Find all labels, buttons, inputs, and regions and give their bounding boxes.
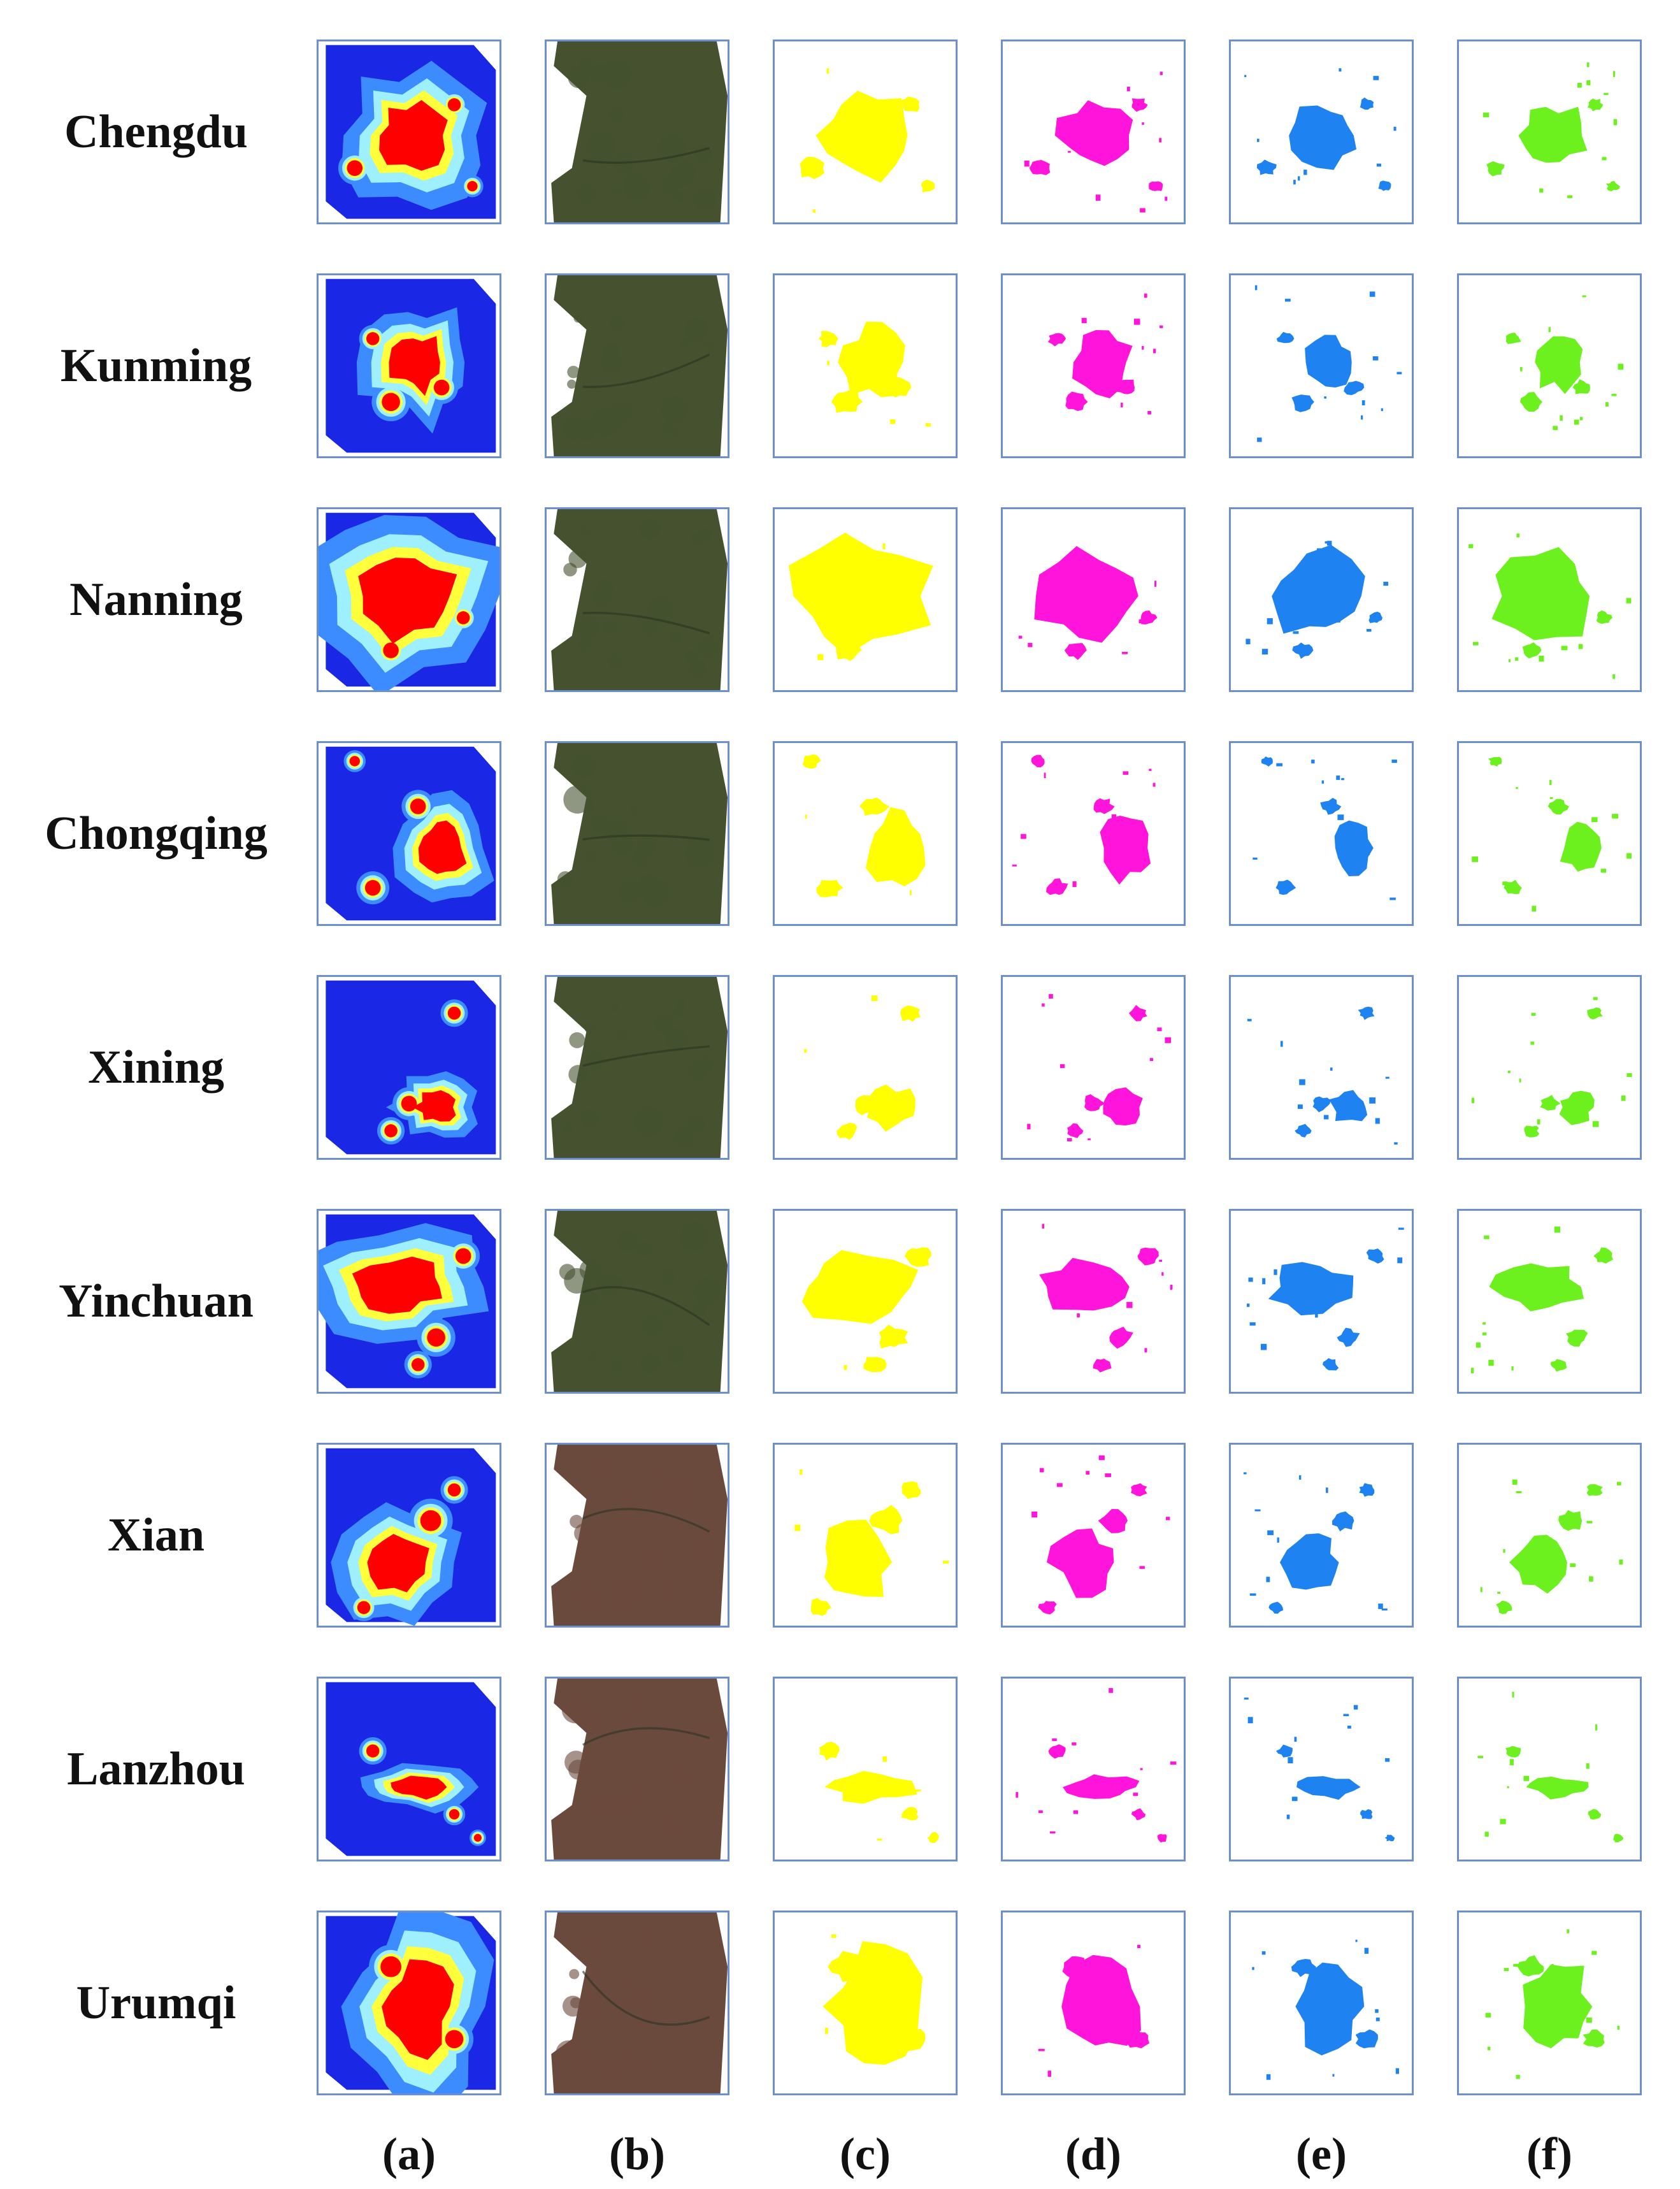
panel-a-chengdu — [317, 40, 501, 224]
panel-f-lanzhou — [1457, 1677, 1642, 1861]
panel-c-kunming — [773, 273, 958, 458]
city-label-yinchuan: Yinchuan — [59, 1275, 254, 1327]
panel-d-xian — [1001, 1443, 1186, 1628]
panel-b-yinchuan — [545, 1209, 729, 1394]
panel-e-xian — [1229, 1443, 1414, 1628]
column-label-5: (f) — [1526, 2128, 1572, 2179]
panel-b-xian — [545, 1443, 729, 1628]
column-label-0: (a) — [382, 2128, 436, 2179]
panel-b-urumqi — [545, 1911, 729, 2095]
panel-a-kunming — [317, 273, 501, 458]
panel-f-xian — [1457, 1443, 1642, 1628]
panel-a-nanning — [317, 507, 501, 692]
panel-c-xining — [773, 975, 958, 1160]
panel-d-urumqi — [1001, 1911, 1186, 2095]
panel-c-chongqing — [773, 741, 958, 926]
panel-d-nanning — [1001, 507, 1186, 692]
panel-b-xining — [545, 975, 729, 1160]
city-label-chongqing: Chongqing — [45, 807, 268, 860]
panel-a-xian — [317, 1443, 501, 1628]
panel-e-chengdu — [1229, 40, 1414, 224]
panel-f-nanning — [1457, 507, 1642, 692]
panel-e-urumqi — [1229, 1911, 1414, 2095]
panel-e-kunming — [1229, 273, 1414, 458]
panel-d-yinchuan — [1001, 1209, 1186, 1394]
column-label-1: (b) — [609, 2128, 665, 2179]
city-label-xining: Xining — [88, 1041, 224, 1094]
panel-a-yinchuan — [317, 1209, 501, 1394]
panel-e-lanzhou — [1229, 1677, 1414, 1861]
panel-e-nanning — [1229, 507, 1414, 692]
panel-b-kunming — [545, 273, 729, 458]
city-label-kunming: Kunming — [60, 340, 252, 392]
city-label-chengdu: Chengdu — [64, 106, 248, 158]
city-label-xian: Xian — [107, 1509, 205, 1561]
city-label-nanning: Nanning — [69, 574, 243, 626]
panel-c-lanzhou — [773, 1677, 958, 1861]
panel-b-chongqing — [545, 741, 729, 926]
panel-c-urumqi — [773, 1911, 958, 2095]
panel-e-yinchuan — [1229, 1209, 1414, 1394]
panel-c-nanning — [773, 507, 958, 692]
city-label-urumqi: Urumqi — [76, 1977, 236, 2029]
panel-e-chongqing — [1229, 741, 1414, 926]
panel-c-yinchuan — [773, 1209, 958, 1394]
panel-a-urumqi — [317, 1911, 501, 2095]
panel-f-xining — [1457, 975, 1642, 1160]
panel-b-nanning — [545, 507, 729, 692]
panel-d-chengdu — [1001, 40, 1186, 224]
panel-c-chengdu — [773, 40, 958, 224]
panel-a-lanzhou — [317, 1677, 501, 1861]
panel-f-chengdu — [1457, 40, 1642, 224]
column-label-3: (d) — [1065, 2128, 1121, 2179]
panel-f-yinchuan — [1457, 1209, 1642, 1394]
panel-a-xining — [317, 975, 501, 1160]
panel-d-chongqing — [1001, 741, 1186, 926]
panel-b-lanzhou — [545, 1677, 729, 1861]
panel-c-xian — [773, 1443, 958, 1628]
panel-d-xining — [1001, 975, 1186, 1160]
column-label-4: (e) — [1296, 2128, 1347, 2179]
city-label-lanzhou: Lanzhou — [67, 1743, 245, 1795]
column-label-2: (c) — [840, 2128, 891, 2179]
panel-b-chengdu — [545, 40, 729, 224]
panel-d-lanzhou — [1001, 1677, 1186, 1861]
panel-d-kunming — [1001, 273, 1186, 458]
panel-e-xining — [1229, 975, 1414, 1160]
panel-f-chongqing — [1457, 741, 1642, 926]
panel-f-kunming — [1457, 273, 1642, 458]
panel-f-urumqi — [1457, 1911, 1642, 2095]
panel-a-chongqing — [317, 741, 501, 926]
